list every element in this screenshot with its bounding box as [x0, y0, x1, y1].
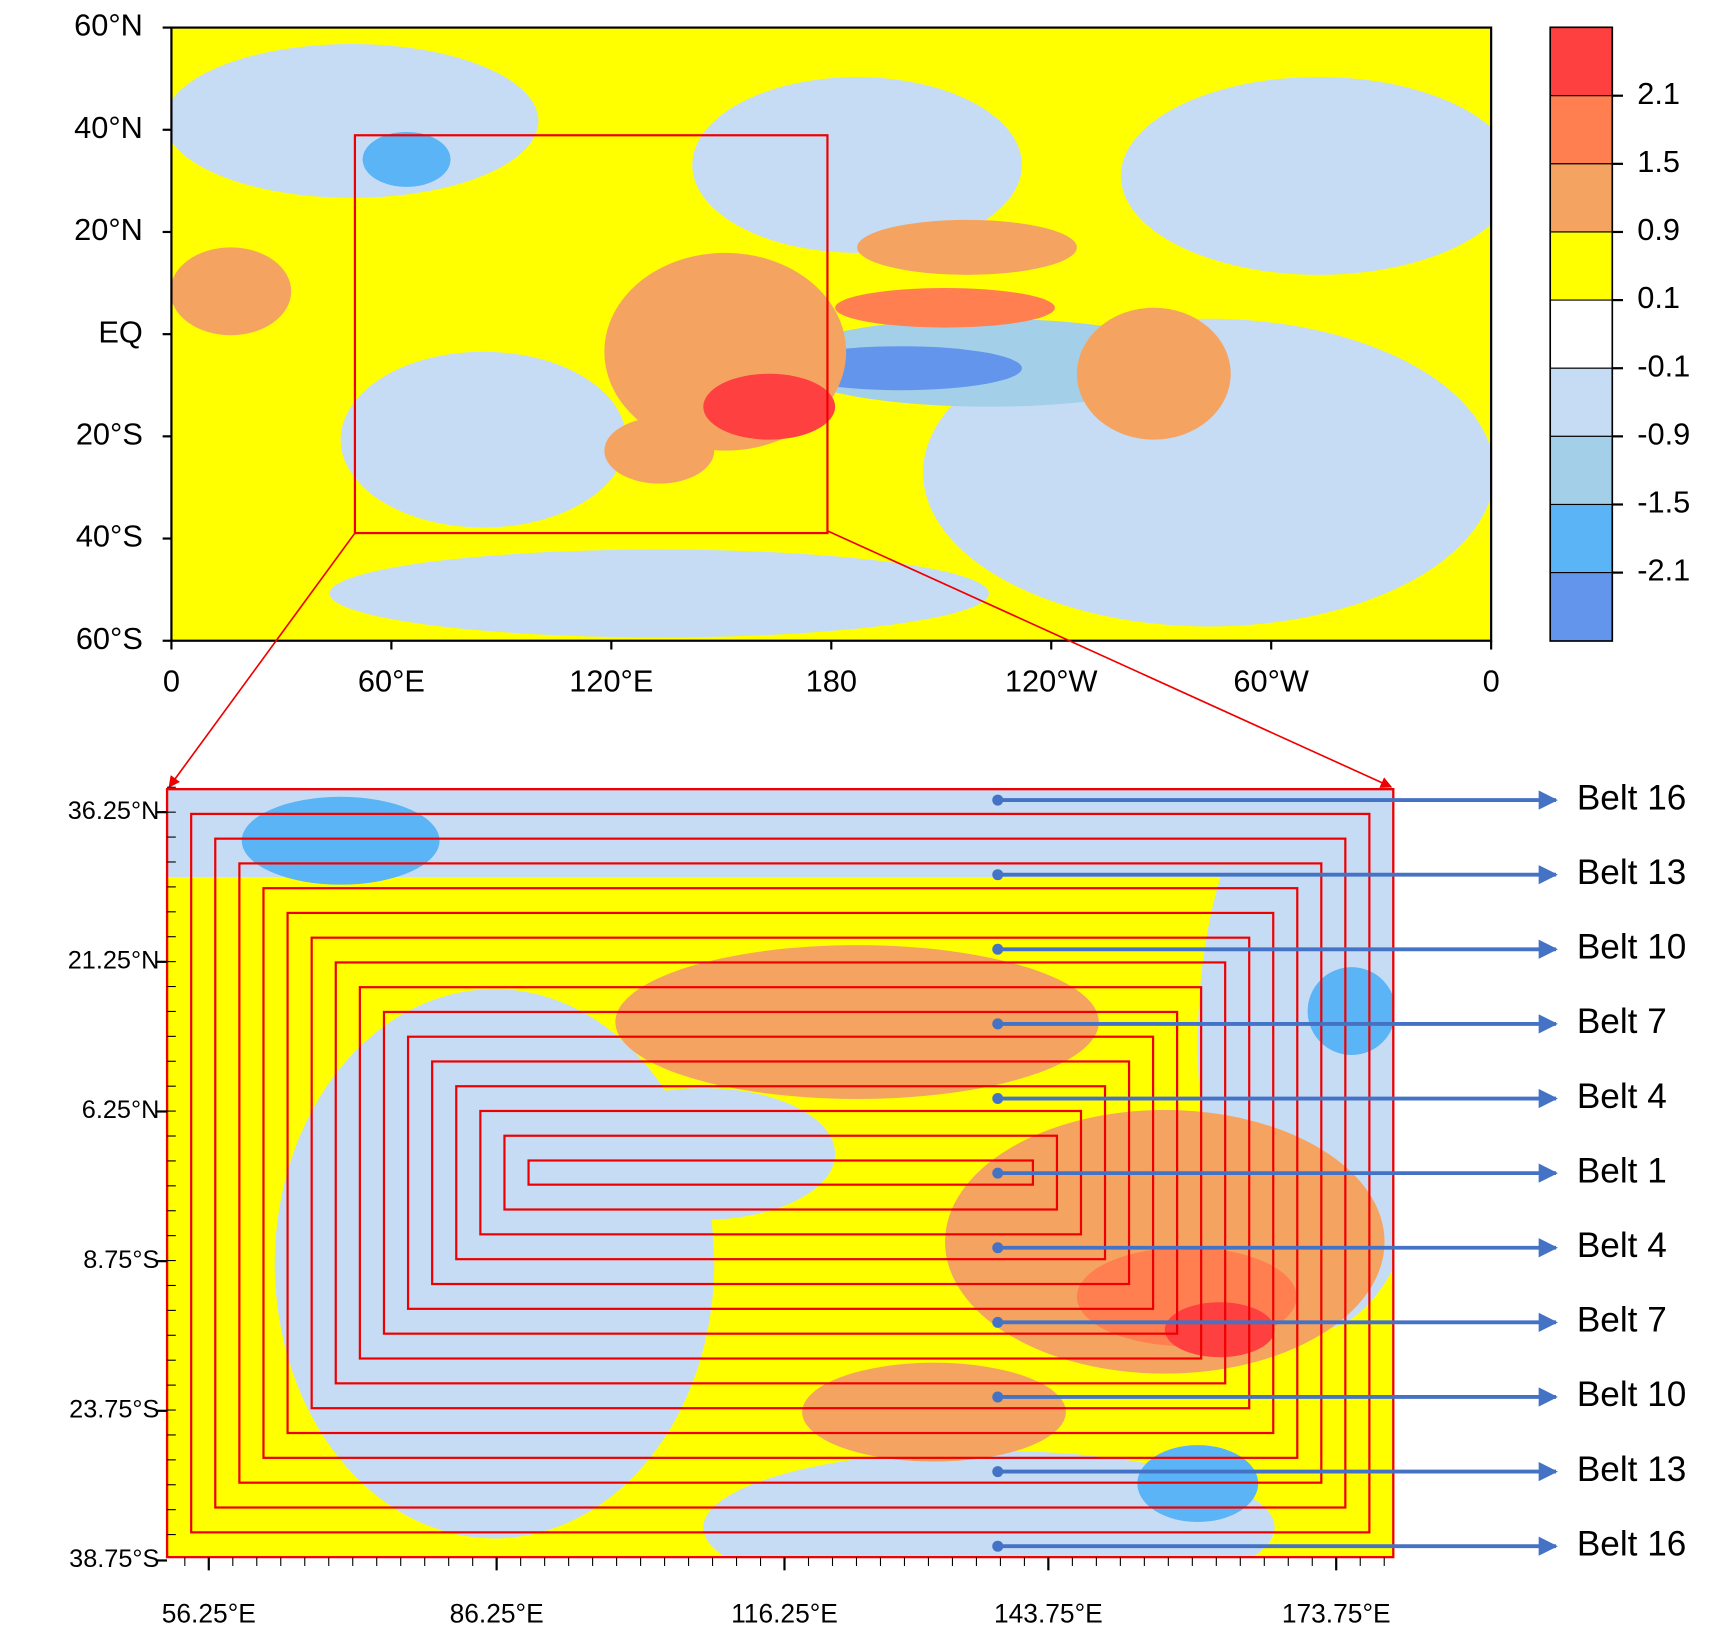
- colorbar-segment: [1549, 299, 1613, 369]
- y-tick-label: 6.25°N: [82, 1096, 160, 1124]
- y-tick-label: 23.75°S: [69, 1395, 159, 1423]
- belt-label: Belt 10: [1577, 928, 1686, 967]
- x-tick-label: 120°E: [569, 664, 653, 699]
- belt-label: Belt 7: [1577, 1301, 1667, 1340]
- belt-label: Belt 4: [1577, 1226, 1667, 1265]
- y-tick-label: 36.25°N: [68, 797, 160, 825]
- y-tick-label: 20°S: [76, 416, 143, 451]
- y-tick-label: 21.25°N: [68, 946, 160, 974]
- belt-label: Belt 16: [1577, 1524, 1686, 1563]
- colorbar-label: -0.9: [1637, 416, 1690, 451]
- x-tick-label: 173.75°E: [1282, 1598, 1391, 1628]
- belt-label: Belt 10: [1577, 1375, 1686, 1414]
- belt-label: Belt 16: [1577, 778, 1686, 817]
- colorbar-segment: [1549, 231, 1613, 301]
- x-tick-label: 60°E: [358, 664, 425, 699]
- x-tick-label: 180: [806, 664, 857, 699]
- zoom-box: [353, 134, 829, 535]
- belt-label: Belt 4: [1577, 1077, 1667, 1116]
- top-field: [171, 27, 1492, 641]
- y-tick-label: EQ: [98, 314, 142, 349]
- y-tick-label: 40°S: [76, 519, 143, 554]
- y-tick-label: 60°S: [76, 621, 143, 656]
- x-tick-label: 60°W: [1233, 664, 1309, 699]
- zoom-arrow: [168, 532, 356, 788]
- y-tick-label: 8.75°S: [83, 1246, 159, 1274]
- colorbar-label: -0.1: [1637, 348, 1690, 383]
- x-tick-label: 116.25°E: [731, 1598, 838, 1628]
- colorbar-label: 0.1: [1637, 280, 1680, 315]
- colorbar-segment: [1549, 435, 1613, 506]
- x-tick-label: 143.75°E: [994, 1598, 1103, 1628]
- y-tick-label: 40°N: [74, 110, 143, 145]
- colorbar-label: 1.5: [1637, 144, 1680, 179]
- x-tick-label: 86.25°E: [450, 1598, 544, 1628]
- x-tick-label: 120°W: [1005, 664, 1098, 699]
- belt-label: Belt 13: [1577, 853, 1686, 892]
- y-tick-label: 38.75°S: [69, 1545, 159, 1573]
- colorbar-label: -1.5: [1637, 485, 1690, 520]
- colorbar-label: -2.1: [1637, 553, 1690, 588]
- colorbar-segment: [1549, 367, 1613, 437]
- y-tick-label: 20°N: [74, 212, 143, 247]
- y-tick-label: 60°N: [74, 8, 143, 43]
- colorbar-segment: [1549, 503, 1613, 574]
- colorbar-label: 0.9: [1637, 212, 1680, 247]
- colorbar-label: 2.1: [1637, 76, 1680, 111]
- colorbar-segment: [1549, 163, 1613, 233]
- zoom-arrow: [827, 530, 1393, 788]
- colorbar-segment: [1549, 27, 1613, 97]
- belt-label: Belt 1: [1577, 1151, 1667, 1190]
- colorbar-segment: [1549, 572, 1613, 642]
- x-tick-label: 0: [1483, 664, 1500, 699]
- colorbar-segment: [1549, 95, 1613, 165]
- x-tick-label: 0: [163, 664, 180, 699]
- belt-label: Belt 13: [1577, 1450, 1686, 1489]
- x-tick-label: 56.25°E: [162, 1598, 256, 1628]
- bottom-field: [167, 789, 1394, 1558]
- belt-label: Belt 7: [1577, 1002, 1667, 1041]
